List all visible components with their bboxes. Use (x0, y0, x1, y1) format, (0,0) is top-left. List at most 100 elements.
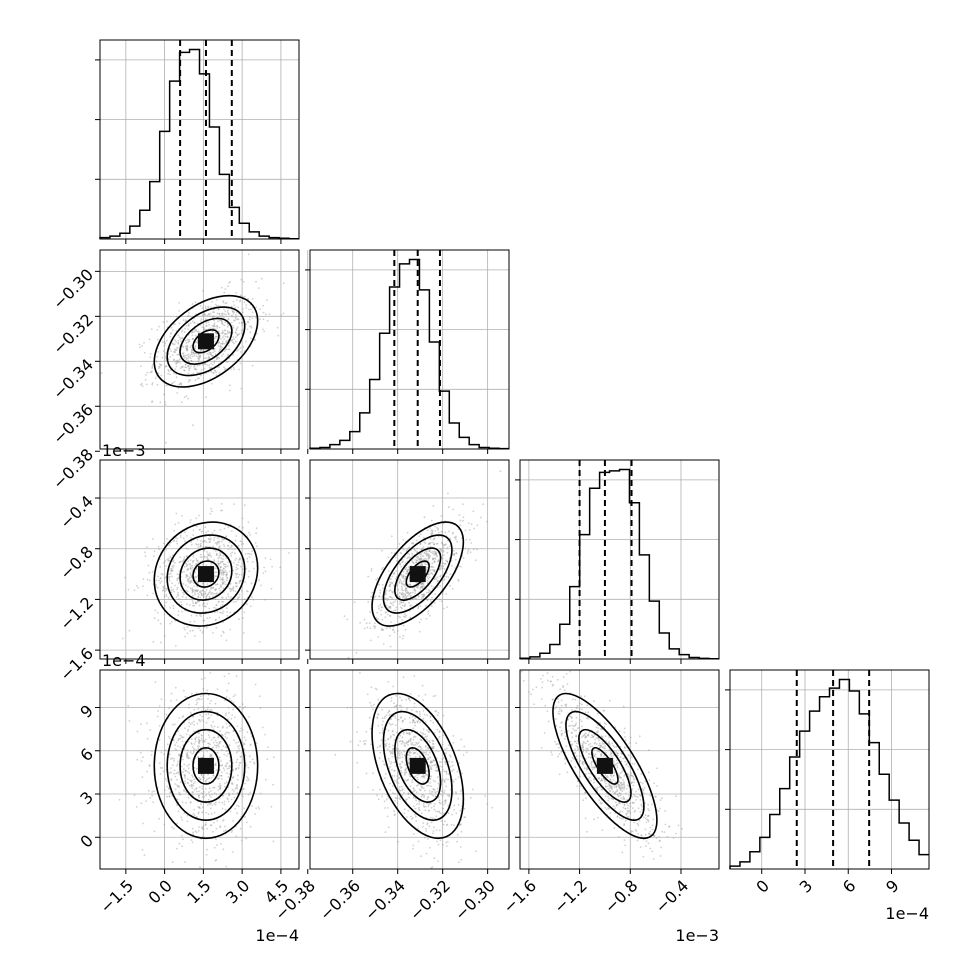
sample-point (440, 515, 443, 517)
sample-point (168, 579, 171, 582)
sample-point (438, 799, 441, 802)
sample-point (242, 788, 245, 790)
sample-point (445, 785, 447, 788)
sample-point (423, 593, 425, 596)
sample-point (195, 557, 198, 560)
sample-point (186, 568, 189, 571)
sample-point (187, 380, 190, 383)
sample-point (429, 572, 432, 575)
sample-point (428, 751, 431, 754)
sample-point (241, 607, 244, 610)
sample-point (422, 546, 425, 548)
sample-point (386, 807, 389, 809)
sample-point (408, 751, 410, 754)
sample-point (419, 542, 422, 545)
sample-point (402, 719, 404, 722)
sample-point (198, 742, 201, 745)
sample-point (196, 340, 199, 343)
sample-point (185, 753, 188, 756)
sample-point (233, 338, 236, 340)
sample-point (176, 361, 179, 363)
sample-point (384, 777, 386, 780)
sample-point (223, 313, 226, 315)
sample-point (419, 557, 421, 560)
sample-point (240, 322, 243, 325)
sample-point (190, 541, 193, 543)
sample-point (397, 782, 400, 785)
sample-point (176, 577, 179, 580)
sample-point (185, 535, 188, 537)
sample-point (445, 778, 447, 780)
sample-point (203, 602, 206, 605)
sample-point (234, 331, 237, 334)
sample-point (446, 845, 448, 847)
sample-point (186, 354, 189, 356)
sample-point (213, 577, 216, 580)
sample-point (231, 788, 234, 791)
sample-point (183, 565, 186, 568)
sample-point (452, 531, 455, 534)
sample-point (394, 796, 397, 799)
sample-point (418, 630, 421, 633)
sample-point (447, 576, 450, 578)
sample-point (441, 531, 443, 533)
sample-point (222, 582, 224, 585)
sample-point (198, 377, 200, 380)
sample-point (264, 313, 267, 316)
sample-point (217, 537, 219, 540)
sample-point (181, 610, 183, 613)
sample-point (158, 579, 160, 582)
sample-point (197, 756, 200, 758)
sample-point (397, 615, 400, 618)
sample-point (219, 528, 222, 531)
sample-point (405, 732, 408, 735)
sample-point (420, 548, 423, 551)
sample-point (196, 585, 199, 588)
sample-point (196, 590, 199, 592)
sample-point (399, 798, 401, 801)
sample-point (441, 562, 444, 565)
sample-point (407, 744, 409, 746)
sample-point (163, 577, 166, 580)
sample-point (213, 319, 215, 322)
sample-point (434, 529, 436, 532)
axes-frame (519, 459, 720, 660)
sample-point (194, 590, 197, 593)
sample-point (187, 355, 190, 358)
sample-point (391, 582, 394, 585)
sample-point (421, 558, 423, 561)
sample-point (190, 839, 193, 841)
sample-point (172, 739, 175, 742)
sample-point (174, 351, 177, 354)
sample-point (423, 836, 426, 839)
sample-point (402, 741, 405, 744)
sample-point (423, 551, 426, 554)
sample-point (407, 762, 410, 764)
sample-point (387, 738, 390, 740)
sample-point (157, 367, 160, 370)
sample-point (179, 556, 181, 559)
sample-point (202, 602, 205, 604)
sample-point (175, 365, 178, 368)
sample-point (402, 577, 404, 579)
sample-point (444, 543, 447, 545)
sample-point (225, 574, 228, 576)
sample-point (272, 756, 275, 759)
sample-point (194, 367, 197, 369)
sample-point (242, 744, 245, 746)
sample-point (406, 707, 409, 709)
sample-point (233, 304, 236, 307)
sample-point (215, 552, 218, 555)
axes-frame (99, 459, 300, 660)
sample-point (229, 330, 231, 333)
sample-point (430, 600, 432, 603)
sample-point (385, 714, 388, 717)
sample-point (177, 521, 180, 524)
sample-point (242, 345, 245, 348)
sample-point (409, 815, 412, 818)
sample-point (198, 786, 201, 789)
sample-point (199, 356, 201, 359)
sample-point (441, 765, 443, 768)
sample-point (235, 600, 237, 603)
sample-point (236, 812, 239, 815)
